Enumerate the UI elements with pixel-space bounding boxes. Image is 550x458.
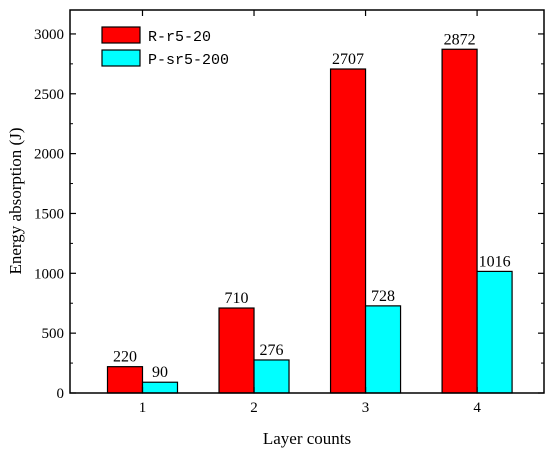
x-tick-label: 1 — [139, 400, 147, 416]
legend-swatch-series-2 — [101, 49, 141, 67]
data-label-series-1-cat-2: 710 — [225, 290, 249, 307]
y-tick-label: 2000 — [34, 147, 64, 163]
x-tick-label: 4 — [473, 400, 481, 416]
y-tick-label: 2500 — [34, 87, 64, 103]
x-axis: 1 2 3 4 — [139, 10, 481, 416]
data-labels-layer: 220 710 2707 2872 90 276 728 1016 — [113, 31, 511, 381]
y-tick-label: 500 — [42, 326, 65, 342]
legend-label-series-1: R-r5-20 — [148, 29, 211, 46]
data-label-series-1-cat-4: 2872 — [444, 31, 476, 48]
x-axis-title: Layer counts — [263, 429, 351, 448]
y-tick-label: 1000 — [34, 266, 64, 282]
bar-series-1-cat-1 — [106, 366, 144, 394]
x-tick-label: 2 — [250, 400, 258, 416]
bar-series-1-cat-4 — [441, 48, 478, 394]
y-axis-title: Energy absorption (J) — [6, 128, 25, 275]
y-axis: 0 500 1000 1500 2000 2500 3000 — [34, 27, 544, 402]
plot-frame — [69, 9, 545, 394]
data-label-series-2-cat-2: 276 — [260, 342, 284, 359]
legend: R-r5-20 P-sr5-200 — [101, 26, 229, 69]
y-tick-label: 0 — [57, 386, 65, 402]
bars-layer — [106, 48, 513, 394]
bar-series-2-cat-1 — [141, 381, 179, 394]
data-label-series-2-cat-4: 1016 — [479, 253, 511, 270]
y-tick-label: 3000 — [34, 27, 64, 43]
data-label-series-1-cat-3: 2707 — [332, 51, 364, 68]
legend-label-series-2: P-sr5-200 — [148, 52, 229, 69]
bar-series-2-cat-3 — [364, 305, 402, 394]
y-tick-label: 1500 — [34, 206, 64, 222]
bar-series-2-cat-4 — [476, 270, 513, 394]
x-tick-label: 3 — [362, 400, 370, 416]
bar-series-2-cat-2 — [253, 359, 290, 394]
data-label-series-2-cat-3: 728 — [371, 288, 395, 305]
data-label-series-2-cat-1: 90 — [152, 364, 168, 381]
data-label-series-1-cat-1: 220 — [113, 349, 137, 366]
bar-series-1-cat-2 — [218, 307, 255, 394]
legend-swatch-series-1 — [101, 26, 141, 44]
bar-series-1-cat-3 — [329, 68, 367, 394]
